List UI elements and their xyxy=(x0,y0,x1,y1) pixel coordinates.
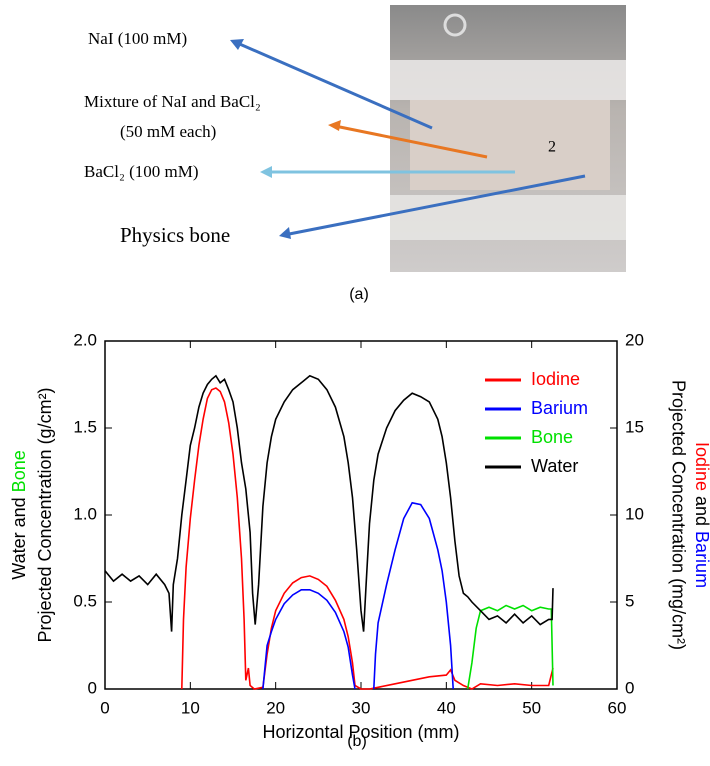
x-tick-label: 50 xyxy=(522,698,541,717)
y2-tick-label: 15 xyxy=(625,417,644,436)
axis-label: Iodine and Barium xyxy=(692,442,710,588)
y-tick-label: 0.5 xyxy=(73,591,97,610)
caption: (b) xyxy=(347,733,367,750)
y-tick-label: 0 xyxy=(88,678,97,697)
axis-label-part: Iodine xyxy=(692,442,710,491)
caption: (a) xyxy=(349,286,369,303)
x-tick-label: 40 xyxy=(437,698,456,717)
x-tick-label: 0 xyxy=(100,698,109,717)
y2-axis-label: Projected Concentration (mg/cm²) xyxy=(668,380,688,650)
legend-label: Water xyxy=(531,456,578,476)
axis-label: Water and Bone xyxy=(9,450,29,579)
legend-label: Bone xyxy=(531,427,573,447)
x-axis-label: Horizontal Position (mm) xyxy=(262,722,459,742)
y-axis-label: Projected Concentration (g/cm²) xyxy=(35,387,55,642)
axis-label-part: Water xyxy=(9,532,29,579)
axis-label-part: Barium xyxy=(692,531,710,588)
series-line xyxy=(104,374,554,632)
series-line xyxy=(262,501,454,690)
axis-label-part: Bone xyxy=(9,450,29,492)
photo-overlay: 2 xyxy=(548,139,556,156)
x-tick-label: 10 xyxy=(181,698,200,717)
y2-tick-label: 0 xyxy=(625,678,634,697)
label: (50 mM each) xyxy=(120,122,216,141)
photo xyxy=(390,5,626,272)
y2-tick-label: 10 xyxy=(625,504,644,523)
y-tick-label: 1.5 xyxy=(73,417,97,436)
y2-tick-label: 5 xyxy=(625,591,634,610)
y-tick-label: 1.0 xyxy=(73,504,97,523)
axis-label-part: and xyxy=(692,496,710,526)
label: BaCl₂ (100 mM) xyxy=(84,162,199,181)
axis-label-part: and xyxy=(9,497,29,527)
series-line xyxy=(466,604,554,690)
label: Mixture of NaI and BaCl₂ xyxy=(84,92,261,111)
y-tick-label: 2.0 xyxy=(73,330,97,349)
x-tick-label: 60 xyxy=(608,698,627,717)
legend-label: Iodine xyxy=(531,369,580,389)
arrows xyxy=(230,39,586,239)
label: Physics bone xyxy=(120,223,230,247)
y2-tick-label: 20 xyxy=(625,330,644,349)
x-tick-label: 20 xyxy=(266,698,285,717)
label: NaI (100 mM) xyxy=(88,29,187,48)
x-tick-label: 30 xyxy=(352,698,371,717)
legend-label: Barium xyxy=(531,398,588,418)
